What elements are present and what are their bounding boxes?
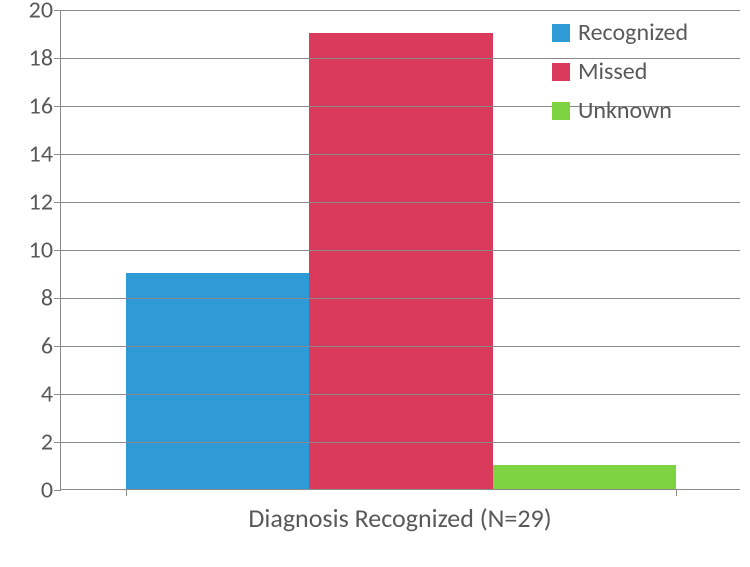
y-tick-label: 4 [41, 380, 61, 409]
grid-line [61, 154, 740, 155]
grid-line [61, 394, 740, 395]
x-tick-mark [126, 489, 127, 496]
legend-item-recognized: Recognized [552, 18, 740, 47]
grid-line [61, 250, 740, 251]
y-tick-label: 6 [41, 332, 61, 361]
legend-label: Missed [578, 57, 647, 86]
bar-unknown [493, 465, 677, 489]
legend-swatch-icon [552, 102, 570, 120]
chart-container: 0 2 4 6 8 10 12 14 16 18 20 Diagnosis Recognized (… [0, 0, 750, 567]
y-tick-label: 8 [41, 284, 61, 313]
y-tick-label: 18 [29, 44, 61, 73]
y-tick-label: 20 [29, 0, 61, 25]
legend-label: Unknown [578, 96, 672, 125]
grid-line [61, 346, 740, 347]
grid-line [61, 442, 740, 443]
y-tick-label: 2 [41, 428, 61, 457]
y-tick-label: 14 [29, 140, 61, 169]
legend-item-missed: Missed [552, 57, 740, 86]
y-tick-label: 0 [41, 476, 61, 505]
x-tick-mark [676, 489, 677, 496]
grid-line [61, 202, 740, 203]
legend-swatch-icon [552, 24, 570, 42]
legend-label: Recognized [578, 18, 688, 47]
y-tick-label: 12 [29, 188, 61, 217]
grid-line [61, 298, 740, 299]
bar-recognized [126, 273, 310, 489]
grid-line [61, 10, 740, 11]
bar-missed [309, 33, 493, 489]
y-tick-label: 10 [29, 236, 61, 265]
y-tick-label: 16 [29, 92, 61, 121]
legend-swatch-icon [552, 63, 570, 81]
legend: Recognized Missed Unknown [552, 18, 740, 135]
x-axis-label: Diagnosis Recognized (N=29) [60, 502, 740, 534]
legend-item-unknown: Unknown [552, 96, 740, 125]
